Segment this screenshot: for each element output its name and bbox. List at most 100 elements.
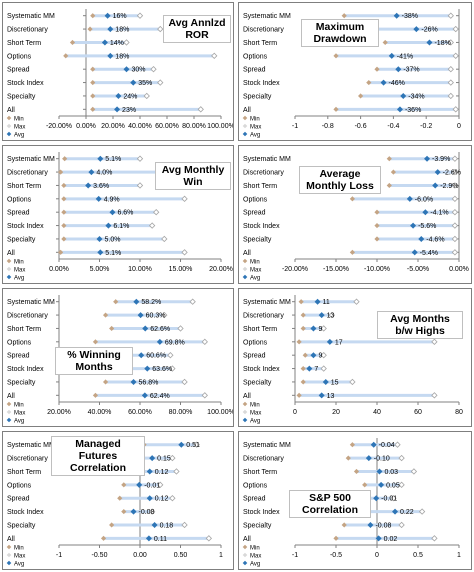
avg-data-label: -36%	[405, 107, 421, 114]
max-marker	[394, 441, 401, 448]
legend-max-swatch	[242, 123, 248, 129]
category-label: Discretionary	[7, 313, 48, 320]
category-label: Stock Index	[243, 223, 280, 230]
category-label: All	[7, 250, 15, 257]
category-label: Systematic MM	[243, 442, 291, 449]
legend-avg-swatch	[6, 131, 12, 137]
legend-min-swatch	[242, 258, 248, 264]
max-marker	[398, 521, 405, 529]
legend-min-swatch	[6, 258, 12, 264]
avg-data-label: 0.22	[400, 509, 414, 516]
max-marker	[211, 52, 218, 59]
category-label: Specialty	[7, 93, 36, 100]
min-marker	[333, 106, 339, 112]
x-tick-label: 15.00%	[169, 266, 193, 273]
min-marker	[90, 79, 96, 86]
avg-marker	[105, 222, 112, 229]
legend-max-swatch	[242, 552, 248, 558]
avg-marker	[136, 481, 143, 488]
avg-data-label: 0.18	[160, 522, 174, 529]
max-marker	[451, 155, 459, 162]
legend-min-label: Min	[250, 259, 260, 265]
max-marker	[390, 495, 397, 502]
avg-marker	[310, 352, 317, 359]
category-label: Systematic MM	[243, 156, 291, 163]
max-marker	[452, 106, 459, 113]
min-marker	[109, 325, 115, 332]
category-label: Options	[243, 339, 268, 346]
category-label: Short Term	[243, 40, 277, 47]
category-label: Options	[243, 196, 268, 203]
max-marker	[447, 79, 454, 86]
max-marker	[169, 365, 176, 372]
min-marker	[69, 39, 76, 46]
avg-data-label: 30%	[132, 67, 146, 74]
avg-marker	[97, 155, 104, 162]
legend-avg-label: Avg	[14, 275, 24, 281]
max-marker	[169, 495, 176, 502]
chart-svg: -20.00% -15.00% -10.00% -5.00% 0.00% Systemat…	[242, 152, 469, 281]
min-marker	[300, 365, 306, 372]
avg-marker	[107, 26, 114, 33]
max-marker	[320, 352, 327, 359]
min-marker	[382, 39, 388, 46]
avg-marker	[413, 26, 420, 33]
max-marker	[136, 12, 144, 19]
max-marker	[150, 66, 157, 73]
max-marker	[123, 39, 130, 46]
category-label: Systematic MM	[7, 156, 55, 163]
category-label: All	[7, 536, 15, 543]
min-marker	[386, 156, 392, 162]
max-marker	[451, 222, 459, 229]
legend-max-swatch	[242, 409, 248, 415]
x-tick-label: -5.00%	[407, 266, 429, 273]
category-label: Specialty	[7, 522, 36, 529]
legend-min-label: Min	[14, 402, 24, 408]
legend-avg-swatch	[6, 417, 12, 423]
chart-svg: 0 20 40 60 80 Systematic MM 11 Discretionary 13 S…	[242, 295, 463, 424]
avg-data-label: 5.0%	[105, 236, 121, 243]
min-marker	[374, 66, 380, 72]
avg-data-label: 56.8%	[139, 379, 159, 386]
max-marker	[157, 79, 164, 86]
x-tick-label: 100.00%	[207, 123, 233, 130]
min-marker	[58, 249, 64, 255]
category-label: All	[243, 250, 251, 257]
avg-marker	[133, 298, 140, 305]
avg-marker	[388, 52, 395, 59]
avg-data-label: 4.9%	[104, 196, 120, 203]
legend-avg-label: Avg	[14, 561, 24, 567]
max-marker	[181, 195, 188, 202]
avg-data-label: 5.1%	[105, 250, 121, 257]
avg-data-label: 58.2%	[141, 299, 161, 306]
avg-marker	[144, 365, 151, 372]
category-label: Stock Index	[7, 509, 44, 516]
min-marker	[100, 535, 107, 541]
category-label: Short Term	[7, 183, 41, 190]
legend-min-swatch	[6, 115, 12, 121]
max-marker	[205, 535, 213, 542]
legend-min-label: Min	[250, 402, 260, 408]
avg-data-label: -2.9%	[440, 183, 458, 190]
max-marker	[451, 168, 459, 176]
category-label: Discretionary	[7, 27, 48, 34]
min-marker	[341, 13, 347, 19]
max-marker	[148, 508, 156, 515]
avg-data-label: 5.1%	[105, 156, 121, 163]
min-marker	[102, 312, 109, 318]
avg-marker	[146, 468, 153, 475]
min-marker	[61, 209, 67, 215]
category-label: Stock Index	[243, 509, 280, 516]
category-label: Short Term	[243, 183, 277, 190]
min-marker	[90, 66, 96, 72]
avg-data-label: 16%	[113, 13, 127, 20]
category-label: Spread	[243, 210, 266, 217]
chart-panel-8: -1 -0.5 0 0.5 1 Systematic MM -0.04 Discretiona…	[238, 431, 472, 570]
avg-marker	[95, 195, 102, 202]
max-marker	[447, 92, 454, 100]
legend-min-swatch	[242, 401, 248, 407]
min-marker	[358, 93, 364, 99]
min-marker	[113, 299, 119, 305]
max-marker	[431, 535, 438, 542]
category-label: Discretionary	[7, 456, 48, 463]
